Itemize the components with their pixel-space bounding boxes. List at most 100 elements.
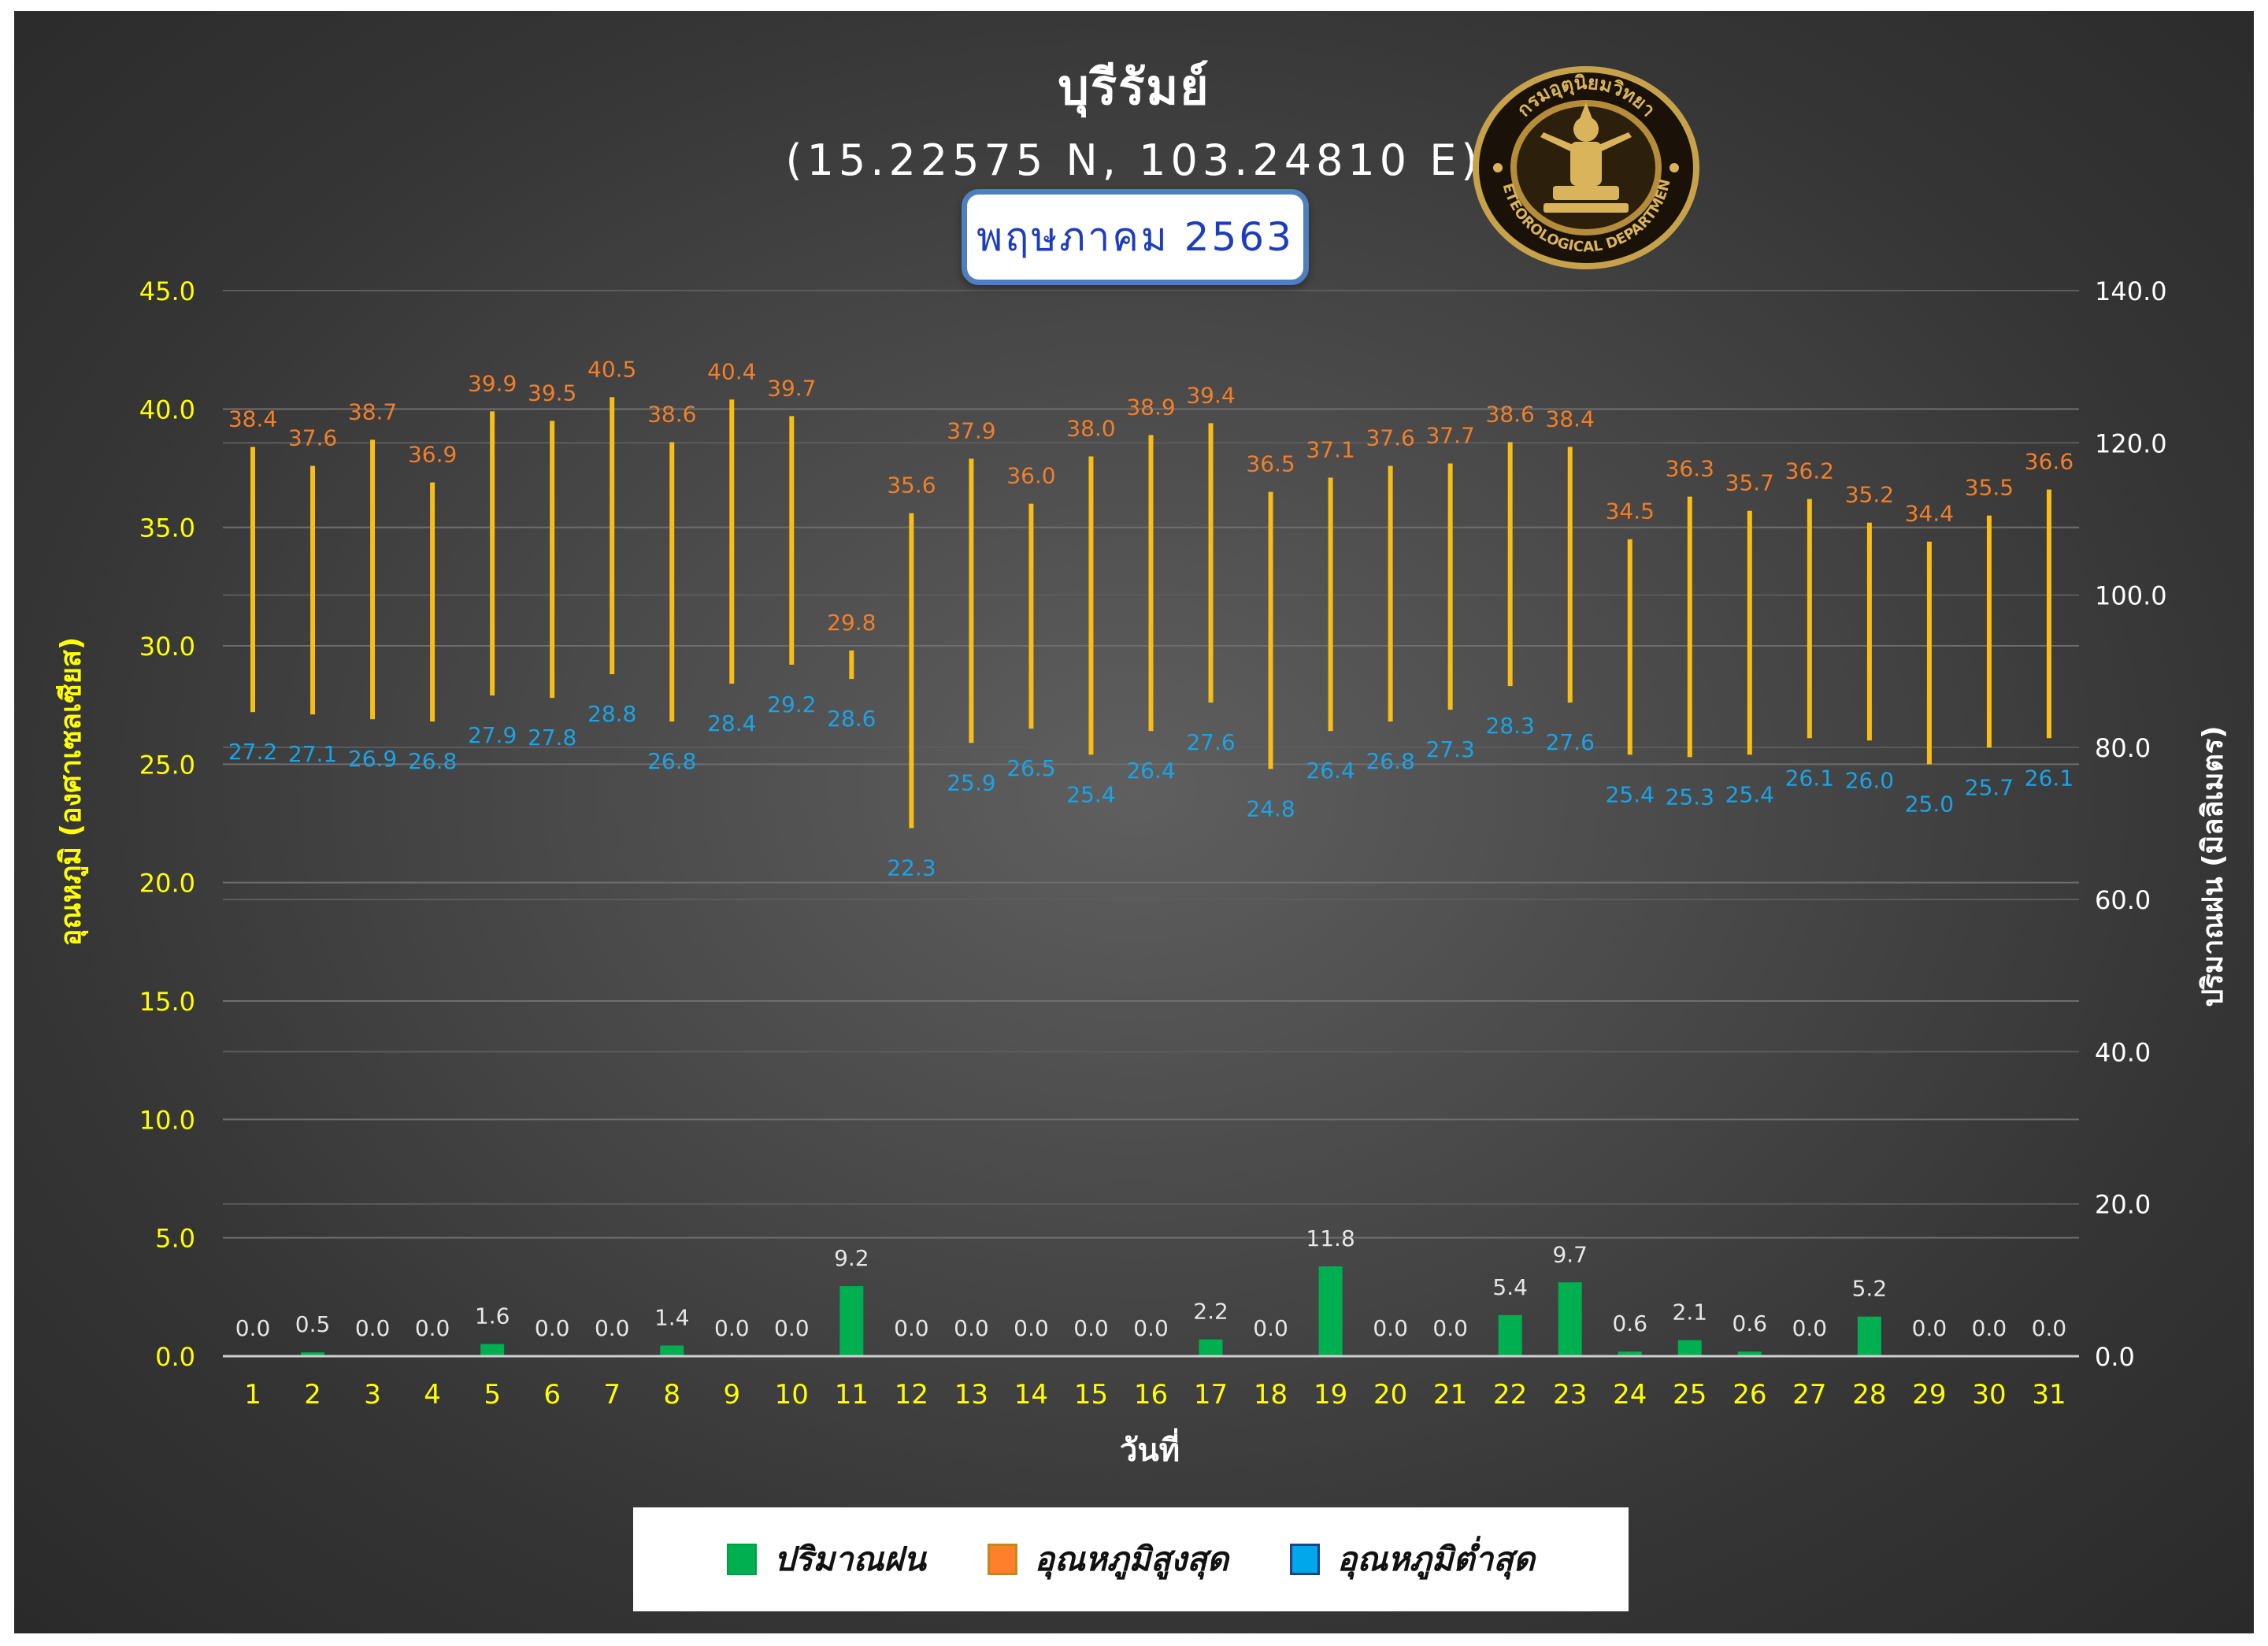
temp-range-bar (1028, 503, 1034, 729)
x-tick-label: 13 (954, 1379, 988, 1411)
x-tick-label: 1 (244, 1379, 261, 1411)
rain-label: 0.0 (1253, 1315, 1288, 1341)
legend-label-min: อุณหภูมิต่ำสุด (1337, 1540, 1536, 1578)
left-tick-label: 25.0 (139, 750, 195, 780)
max-temp-label: 36.5 (1246, 451, 1295, 477)
x-tick-label: 18 (1254, 1379, 1288, 1411)
min-temp-label: 27.6 (1186, 729, 1235, 755)
x-tick-label: 11 (835, 1379, 869, 1411)
rain-label: 0.0 (1073, 1315, 1109, 1341)
x-tick-label: 8 (663, 1379, 680, 1411)
temp-range-bar (2046, 489, 2051, 739)
rain-label: 9.7 (1552, 1241, 1588, 1267)
rain-bar (1737, 1351, 1762, 1356)
min-temp-label: 26.8 (408, 748, 457, 774)
temp-range-bar (490, 411, 495, 696)
temp-range-bar (1208, 423, 1214, 703)
min-temp-label: 27.8 (528, 725, 576, 751)
temp-range-bar (370, 439, 376, 720)
max-temp-label: 37.7 (1425, 422, 1474, 448)
max-temp-label: 40.5 (587, 356, 636, 382)
max-temp-label: 38.7 (348, 399, 397, 424)
min-temp-label: 27.6 (1546, 729, 1595, 755)
left-tick-label: 35.0 (139, 513, 195, 543)
rain-label: 0.0 (1133, 1315, 1169, 1341)
left-tick-label: 15.0 (139, 987, 195, 1017)
rain-bar (839, 1286, 864, 1356)
month-label: พฤษภาคม 2563 (976, 213, 1294, 260)
station-coordinates: (15.22575 N, 103.24810 E) (785, 135, 1483, 185)
min-temp-label: 26.0 (1845, 767, 1894, 793)
x-tick-label: 27 (1792, 1379, 1826, 1411)
right-axis: 0.0 20.0 40.0 60.0 80.0 100.0 120.0 140.0 (2095, 276, 2167, 1372)
right-tick-label: 120.0 (2095, 428, 2167, 458)
min-temp-label: 28.8 (587, 701, 636, 727)
x-tick-label: 3 (364, 1379, 381, 1411)
x-tick-label: 6 (543, 1379, 561, 1411)
temp-range-bar (849, 651, 854, 680)
x-tick-label: 19 (1314, 1379, 1347, 1411)
right-tick-label: 0.0 (2095, 1342, 2135, 1372)
max-temp-label: 36.2 (1785, 458, 1834, 484)
min-temp-label: 25.4 (1606, 781, 1655, 807)
min-temp-label: 26.8 (647, 748, 696, 774)
rain-label: 5.4 (1492, 1274, 1528, 1300)
x-tick-label: 28 (1852, 1379, 1886, 1411)
min-temp-label: 25.0 (1905, 791, 1954, 817)
x-tick-label: 2 (304, 1379, 321, 1411)
max-temp-label: 35.7 (1725, 470, 1774, 496)
rain-label: 1.6 (475, 1303, 510, 1329)
temp-range-bar (250, 447, 256, 713)
rain-label: 5.2 (1852, 1276, 1888, 1302)
month-badge: พฤษภาคม 2563 (962, 189, 1309, 285)
min-temp-label: 27.1 (288, 741, 337, 767)
data-labels: 0.0 38.4 27.2 0.5 37.6 27.1 0.0 38.7 26.9 0.0 36.9… (228, 356, 2073, 1341)
max-temp-label: 37.6 (1366, 424, 1414, 450)
temp-range-bar (1507, 442, 1513, 687)
legend-item-rain: ปริมาณฝน (726, 1533, 926, 1585)
rain-bar (1677, 1340, 1702, 1356)
temp-range-bar (909, 513, 914, 829)
max-temp-label: 39.4 (1186, 382, 1235, 408)
legend-label-max: อุณหภูมิสูงสุด (1034, 1540, 1229, 1578)
temp-range-bar (1747, 510, 1752, 755)
legend-item-min: อุณหภูมิต่ำสุด (1290, 1533, 1535, 1585)
rain-bar (480, 1344, 505, 1356)
max-temp-label: 35.2 (1845, 482, 1894, 508)
legend-swatch-min (1290, 1544, 1321, 1575)
rain-label: 0.0 (1373, 1315, 1408, 1341)
max-temp-label: 38.4 (228, 406, 277, 432)
x-tick-label: 31 (2032, 1379, 2066, 1411)
left-tick-label: 40.0 (139, 395, 195, 424)
min-temp-label: 28.6 (827, 706, 876, 732)
left-tick-label: 20.0 (139, 869, 195, 899)
left-tick-label: 5.0 (155, 1224, 195, 1254)
min-temp-label: 29.2 (767, 691, 816, 717)
rain-label: 0.0 (774, 1315, 810, 1341)
x-tick-label: 30 (1972, 1379, 2006, 1411)
min-temp-label: 26.5 (1006, 755, 1055, 781)
temp-range-bar (1866, 522, 1872, 741)
rain-label: 0.6 (1612, 1310, 1647, 1336)
x-tick-label: 16 (1134, 1379, 1168, 1411)
temp-range-bar (1807, 499, 1812, 739)
min-temp-label: 27.9 (468, 722, 517, 748)
x-tick-label: 17 (1194, 1379, 1228, 1411)
legend-label-rain: ปริมาณฝน (773, 1540, 926, 1578)
chart-title: บุรีรัมย์ (1058, 58, 1210, 116)
min-temp-label: 26.4 (1126, 758, 1175, 784)
max-temp-label: 38.6 (647, 401, 696, 427)
rain-label: 0.0 (714, 1315, 750, 1341)
x-tick-label: 5 (484, 1379, 501, 1411)
min-temp-label: 25.9 (947, 769, 995, 795)
x-tick-label: 24 (1613, 1379, 1647, 1411)
temp-range-bar (729, 399, 735, 684)
rain-bar (1618, 1351, 1642, 1356)
temp-range-bar (1926, 541, 1932, 765)
max-temp-label: 38.0 (1066, 415, 1115, 441)
rain-series (301, 1266, 1881, 1356)
min-temp-label: 26.1 (2025, 765, 2073, 791)
max-temp-label: 39.9 (468, 370, 517, 396)
max-temp-label: 38.6 (1486, 401, 1535, 427)
max-temp-label: 34.4 (1905, 501, 1954, 527)
